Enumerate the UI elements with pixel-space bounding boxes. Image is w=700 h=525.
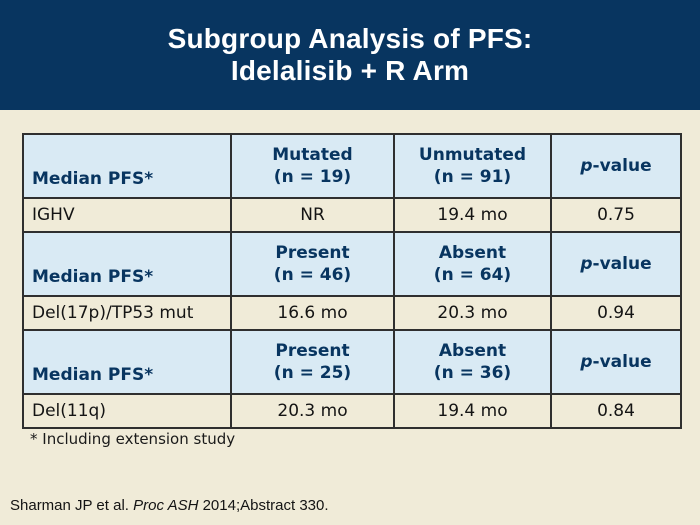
table-data-row-del11q: Del(11q) 20.3 mo 19.4 mo 0.84 (22, 393, 682, 429)
header-mutated-line1: Mutated (272, 144, 353, 165)
header-pvalue-cell: p-value (550, 231, 682, 297)
pvalue-italic-p: p (580, 155, 593, 176)
header-present-cell: Present (n = 46) (230, 231, 395, 297)
header-absent-cell: Absent (n = 36) (393, 329, 552, 395)
header-median-pfs-cell: Median PFS* (22, 329, 232, 395)
citation-journal: Proc ASH (133, 497, 199, 514)
header-unmutated-cell: Unmutated (n = 91) (393, 133, 552, 199)
pvalue-rest: -value (592, 351, 652, 372)
row-del17p-pvalue: 0.94 (550, 295, 682, 331)
row-ighv-unmutated-value: 19.4 mo (393, 197, 552, 233)
table-header-row-ighv: Median PFS* Mutated (n = 19) Unmutated (… (22, 133, 682, 199)
row-del17p-absent-value: 20.3 mo (393, 295, 552, 331)
header-unmutated-line1: Unmutated (418, 144, 527, 165)
pvalue-rest: -value (592, 253, 652, 274)
row-label-del11q: Del(11q) (22, 393, 232, 429)
row-ighv-mutated-value: NR (230, 197, 395, 233)
header-present-line2: (n = 46) (273, 265, 352, 285)
pvalue-italic-p: p (580, 351, 593, 372)
header-mutated-line2: (n = 19) (273, 167, 352, 187)
header-absent-cell: Absent (n = 64) (393, 231, 552, 297)
header-present-line2: (n = 25) (273, 363, 352, 383)
citation: Sharman JP et al. Proc ASH 2014;Abstract… (10, 497, 329, 514)
pvalue-rest: -value (592, 155, 652, 176)
row-del11q-present-value: 20.3 mo (230, 393, 395, 429)
row-label-del17p: Del(17p)/TP53 mut (22, 295, 232, 331)
row-ighv-pvalue: 0.75 (550, 197, 682, 233)
header-absent-line2: (n = 64) (433, 265, 512, 285)
row-label-ighv: IGHV (22, 197, 232, 233)
table-header-row-del11q: Median PFS* Present (n = 25) Absent (n =… (22, 329, 682, 395)
table-header-row-del17p: Median PFS* Present (n = 46) Absent (n =… (22, 231, 682, 297)
header-absent-line1: Absent (438, 242, 507, 263)
row-del11q-pvalue: 0.84 (550, 393, 682, 429)
footnote: * Including extension study (30, 430, 236, 448)
table-data-row-del17p: Del(17p)/TP53 mut 16.6 mo 20.3 mo 0.94 (22, 295, 682, 331)
header-mutated-cell: Mutated (n = 19) (230, 133, 395, 199)
header-pvalue-cell: p-value (550, 133, 682, 199)
slide-title-line1: Subgroup Analysis of PFS: (167, 23, 533, 54)
pvalue-italic-p: p (580, 253, 593, 274)
citation-authors: Sharman JP et al. (10, 497, 134, 514)
header-absent-line2: (n = 36) (433, 363, 512, 383)
header-present-cell: Present (n = 25) (230, 329, 395, 395)
header-present-line1: Present (275, 242, 350, 263)
table-data-row-ighv: IGHV NR 19.4 mo 0.75 (22, 197, 682, 233)
pfs-subgroup-table: Median PFS* Mutated (n = 19) Unmutated (… (22, 133, 682, 429)
header-unmutated-line2: (n = 91) (433, 167, 512, 187)
header-median-pfs-cell: Median PFS* (22, 231, 232, 297)
header-present-line1: Present (275, 340, 350, 361)
header-median-pfs-cell: Median PFS* (22, 133, 232, 199)
row-del17p-present-value: 16.6 mo (230, 295, 395, 331)
slide-title-line2: Idelalisib + R Arm (230, 55, 470, 86)
citation-ref: 2014;Abstract 330. (198, 497, 329, 514)
row-del11q-absent-value: 19.4 mo (393, 393, 552, 429)
header-absent-line1: Absent (438, 340, 507, 361)
title-band: Subgroup Analysis of PFS: Idelalisib + R… (0, 0, 700, 110)
header-pvalue-cell: p-value (550, 329, 682, 395)
